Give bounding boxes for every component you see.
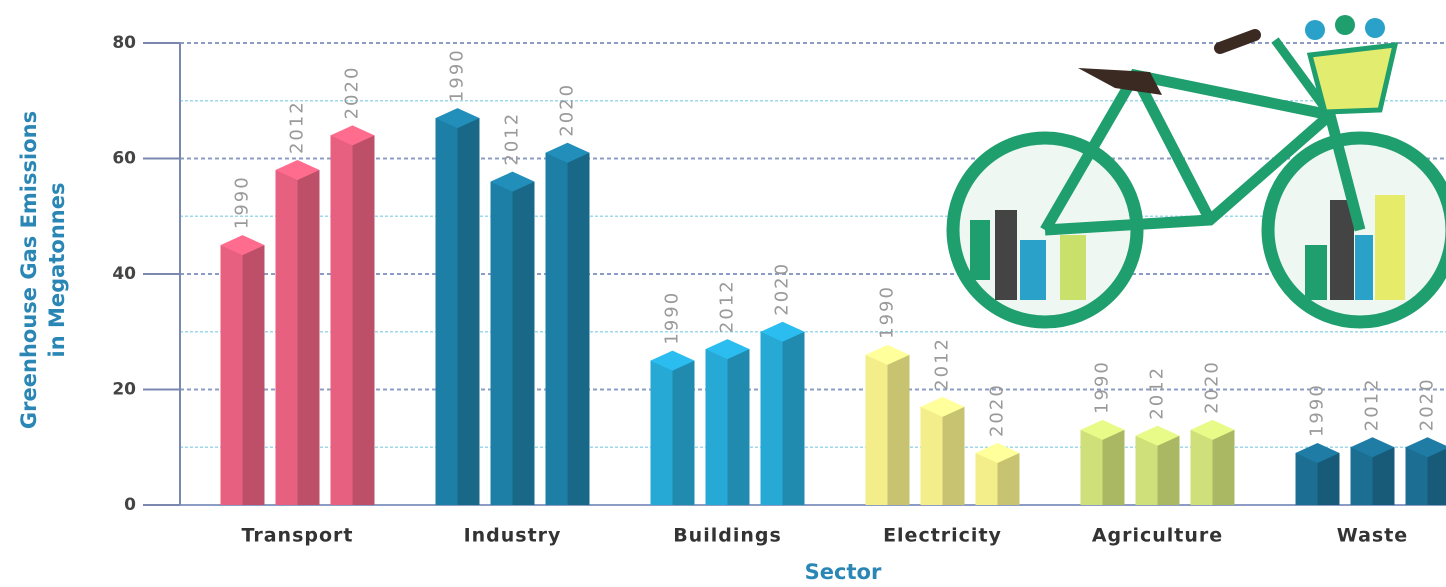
bar-year-label: 1990	[1092, 360, 1113, 414]
x-tick-label: Agriculture	[1092, 525, 1223, 547]
chart: 0 20 40 60 80 Transport 1990 2012 2020 Industry 19…	[0, 0, 1446, 587]
bar-side	[458, 118, 480, 505]
bar-year-label: 2012	[717, 279, 738, 333]
bar-side	[1103, 430, 1125, 505]
bar-side	[243, 245, 265, 505]
bar-year-label: 2012	[502, 112, 523, 166]
bar-side	[1158, 436, 1180, 505]
bar-year-label: 2012	[287, 100, 308, 154]
bar-year-label: 2012	[1147, 366, 1168, 420]
bar-year-label: 2012	[932, 337, 953, 391]
bar-side	[298, 170, 320, 505]
x-tick-label: Transport	[241, 525, 353, 547]
bar-side	[513, 182, 535, 505]
bar-year-label: 1990	[662, 291, 683, 345]
x-tick-label: Buildings	[673, 525, 782, 547]
bar-year-label: 2020	[1417, 377, 1438, 431]
bar-year-label: 2020	[557, 83, 578, 137]
bar-side	[568, 153, 590, 505]
bar-year-label: 2020	[342, 66, 363, 120]
bar-side	[888, 355, 910, 505]
y-tick-label: 80	[112, 33, 136, 53]
bicycle-illustration	[953, 15, 1446, 322]
bar-side	[1373, 447, 1395, 505]
y-axis-label: in Megatonnes	[45, 183, 69, 358]
plot-area: 0 20 40 60 80 Transport 1990 2012 2020 Industry 19…	[112, 33, 1446, 547]
y-tick-label: 60	[112, 149, 136, 169]
y-tick-label: 20	[112, 380, 136, 400]
bar-year-label: 1990	[877, 285, 898, 339]
bar-year-label: 1990	[232, 175, 253, 229]
y-axis-label: Greenhouse Gas Emissions	[17, 111, 41, 429]
bar-side	[1213, 430, 1235, 505]
bar-year-label: 2020	[1202, 360, 1223, 414]
bar-year-label: 1990	[447, 48, 468, 102]
x-tick-label: Electricity	[883, 525, 1002, 547]
bar-side	[943, 407, 965, 505]
x-axis-label: Sector	[805, 560, 882, 584]
bar-side	[353, 135, 375, 505]
x-tick-label: Waste	[1337, 525, 1408, 547]
x-tick-label: Industry	[464, 525, 562, 547]
y-tick-label: 40	[112, 264, 136, 284]
bar-side	[783, 332, 805, 505]
bar-side	[728, 349, 750, 505]
bar-year-label: 2012	[1362, 377, 1383, 431]
y-tick-label: 0	[124, 495, 136, 515]
bar-year-label: 2020	[772, 262, 793, 316]
bar-year-label: 2020	[987, 383, 1008, 437]
bar-side	[673, 361, 695, 505]
bar-year-label: 1990	[1307, 383, 1328, 437]
